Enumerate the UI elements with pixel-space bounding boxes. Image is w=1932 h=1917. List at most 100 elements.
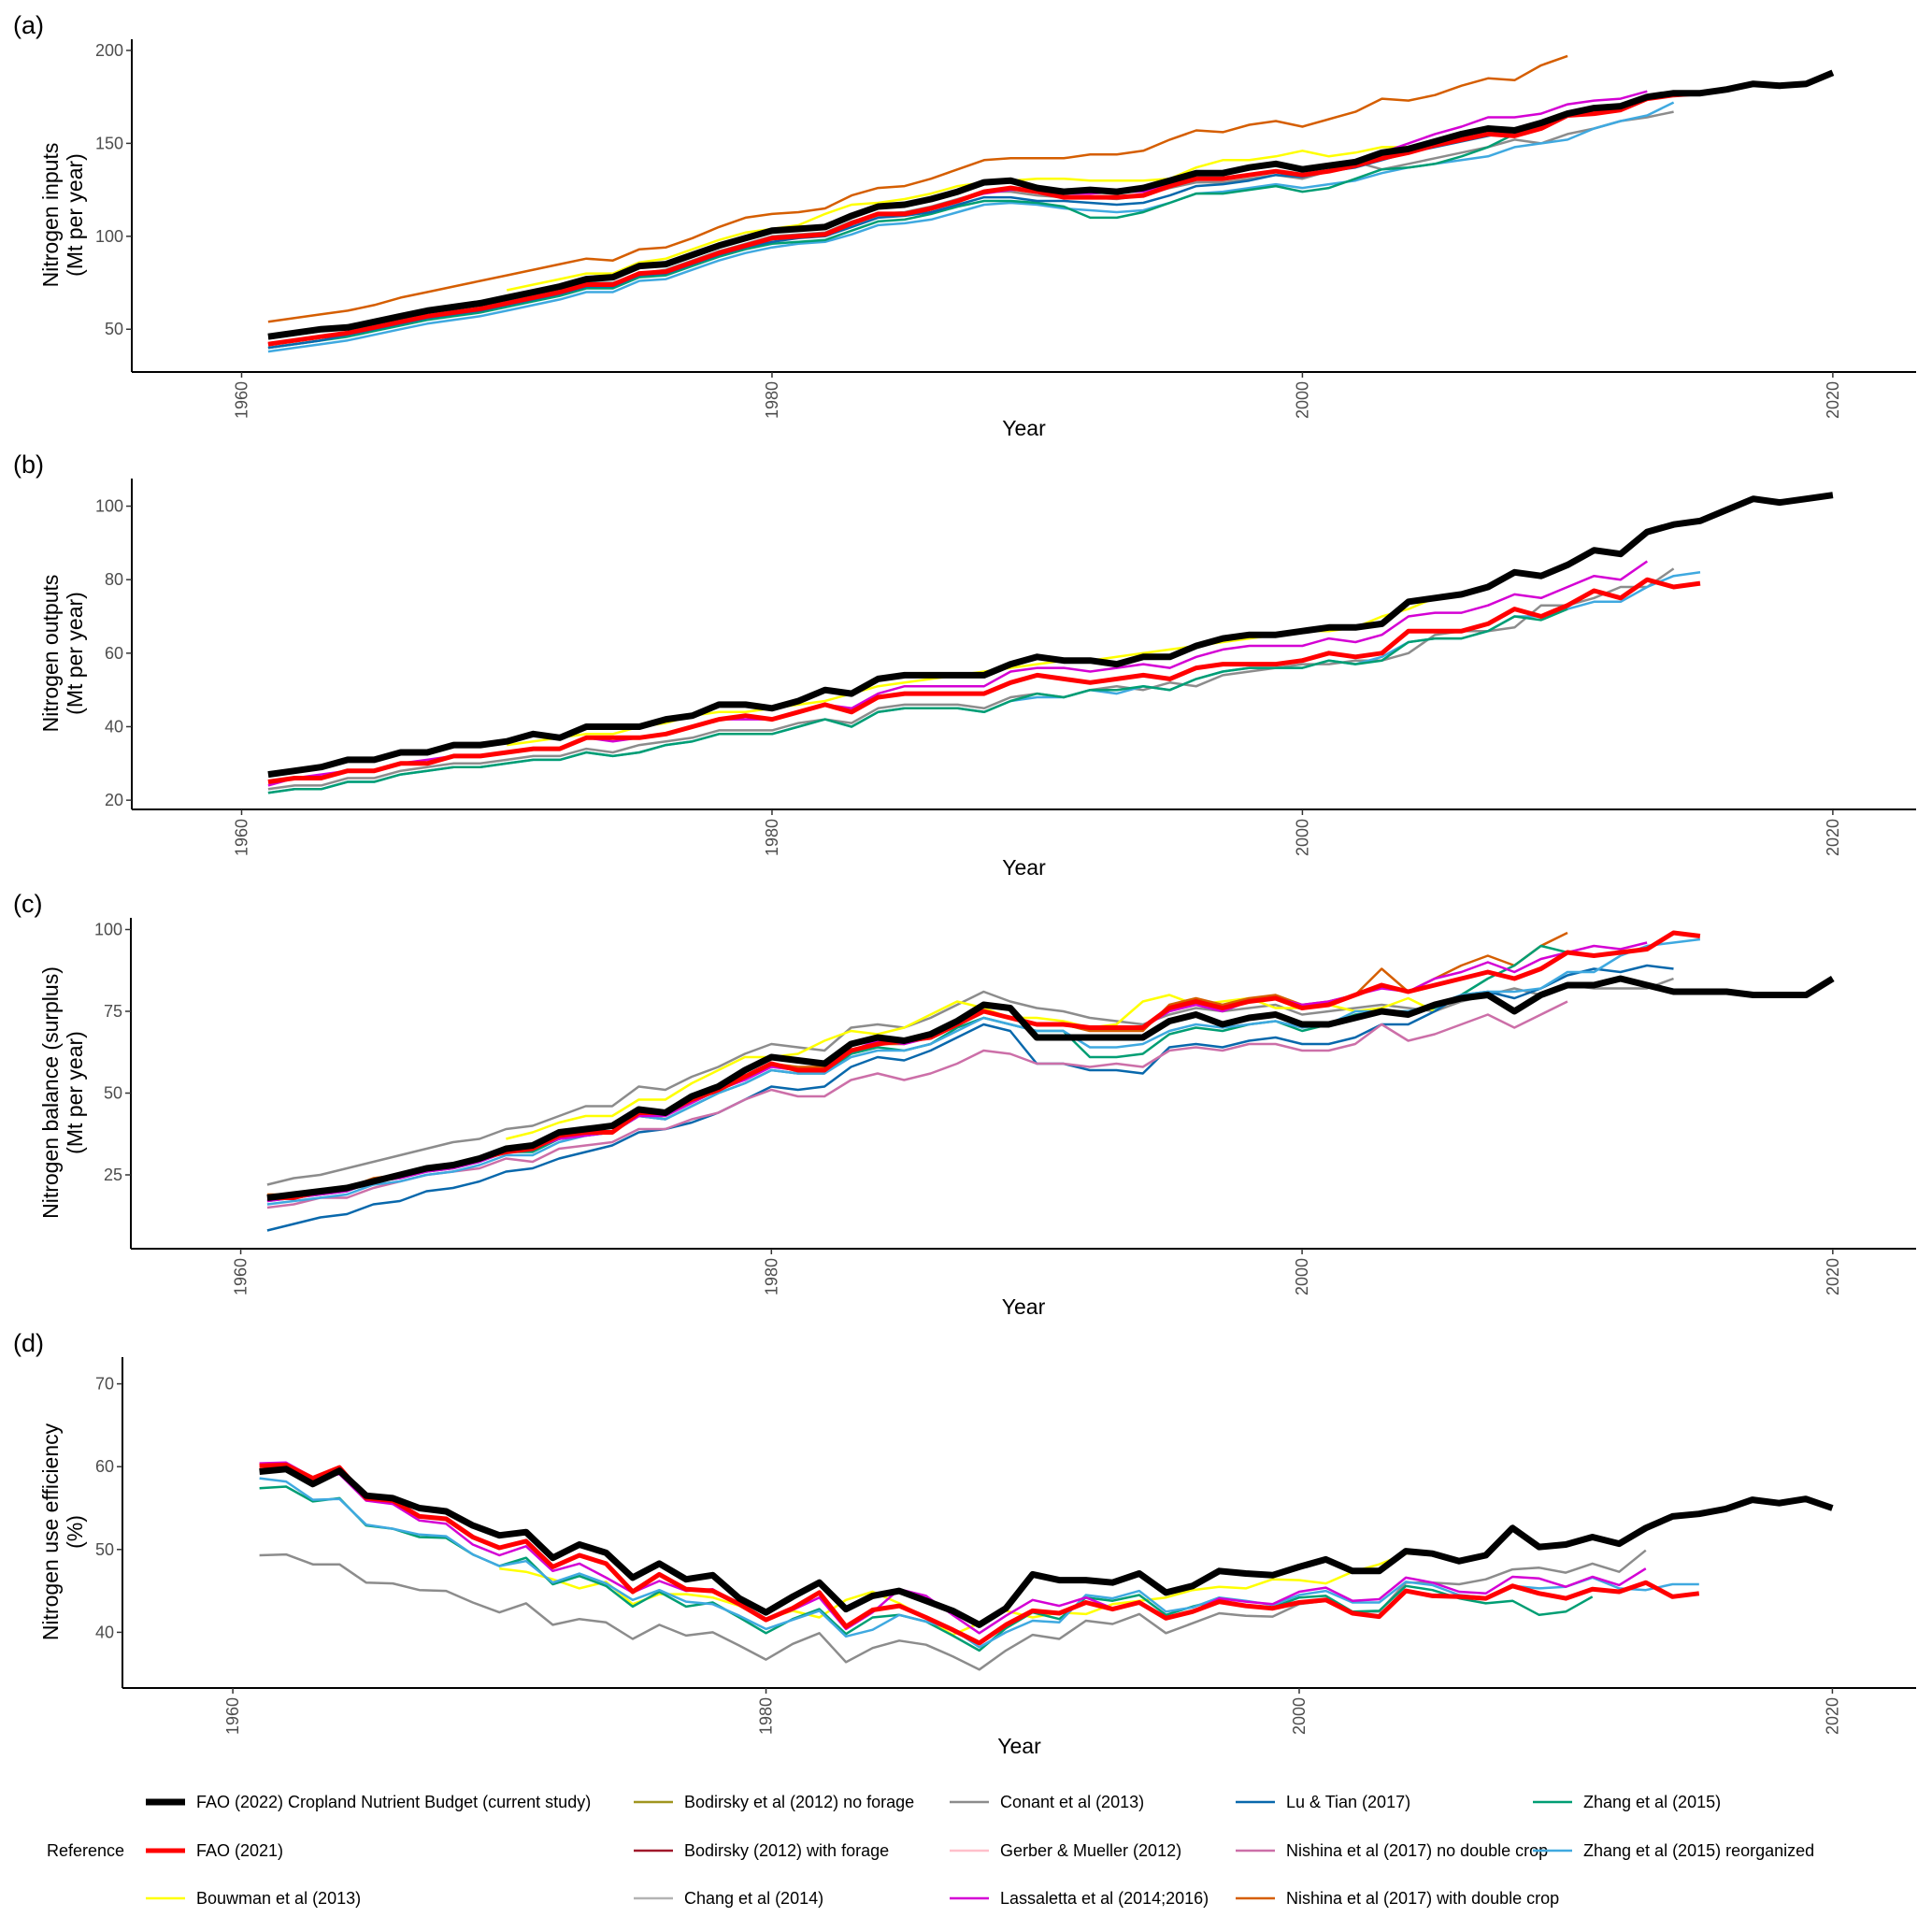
legend: Reference FAO (2022) Cropland Nutrient Bu…: [47, 1793, 1814, 1908]
x-tick-label: 2020: [1824, 1258, 1842, 1295]
x-tick-label: 1960: [232, 381, 250, 419]
legend-label: Bodirsky (2012) with forage: [684, 1841, 889, 1860]
series-line-fao-2021: [267, 577, 1701, 784]
legend-item: Zhang et al (2015): [1533, 1793, 1721, 1811]
legend-label: Conant et al (2013): [1000, 1793, 1144, 1811]
x-tick-label: 2000: [1293, 819, 1311, 856]
legend-label: Lu & Tian (2017): [1286, 1793, 1410, 1811]
x-tick-label: 2000: [1293, 381, 1311, 419]
x-tick-label: 1980: [762, 1258, 780, 1295]
x-axis-label: Year: [1002, 1295, 1046, 1319]
legend-item: Bodirsky (2012) with forage: [634, 1841, 889, 1860]
legend-item: Lassaletta et al (2014;2016): [950, 1889, 1209, 1908]
legend-label: Lassaletta et al (2014;2016): [1000, 1889, 1209, 1908]
legend-item: Nishina et al (2017) with double crop: [1236, 1889, 1559, 1908]
series-line-zhang-et-al-2015: [267, 608, 1568, 794]
y-tick-label: 40: [95, 1623, 114, 1641]
series-line-fao-2022-cropland-nutrient-budget-current-study: [267, 69, 1835, 340]
y-tick-label: 100: [95, 227, 123, 246]
series-line-bouwman-et-al-2013: [506, 994, 1436, 1140]
series-line-fao-2022-cropland-nutrient-budget-current-study: [266, 975, 1835, 1201]
x-axis-label: Year: [997, 1734, 1041, 1758]
y-tick-label: 100: [95, 497, 123, 516]
x-tick-label: 2000: [1293, 1258, 1311, 1295]
legend-label: Gerber & Mueller (2012): [1000, 1841, 1181, 1860]
panel-label: (a): [13, 11, 44, 39]
panel-label: (c): [13, 890, 42, 918]
x-tick-label: 1980: [763, 819, 781, 856]
x-axis-label: Year: [1002, 855, 1046, 880]
series-line-fao-2021: [259, 1462, 1700, 1646]
series-line-zhang-et-al-2015: [259, 1485, 1594, 1652]
y-axis-label: Nitrogen balance (surplus)(Mt per year): [38, 966, 87, 1219]
legend-label: Bouwman et al (2013): [196, 1889, 361, 1908]
legend-item: Conant et al (2013): [950, 1793, 1144, 1811]
y-axis-label: Nitrogen use efficiency(%): [38, 1423, 87, 1640]
legend-label: Bodirsky et al (2012) no forage: [684, 1793, 914, 1811]
series-line-nishina-et-al-2017-no-double-crop: [266, 1000, 1568, 1209]
y-tick-label: 50: [105, 320, 123, 338]
x-tick-label: 1960: [232, 819, 250, 856]
x-tick-label: 2020: [1824, 381, 1842, 419]
x-tick-label: 1980: [763, 381, 781, 419]
series-line-fao-2022-cropland-nutrient-budget-current-study: [267, 492, 1834, 779]
legend-label: Nishina et al (2017) no double crop: [1286, 1841, 1548, 1860]
series-line-fao-2022-cropland-nutrient-budget-current-study: [259, 1466, 1834, 1628]
x-axis-label: Year: [1002, 416, 1046, 440]
legend-label: FAO (2021): [196, 1841, 283, 1860]
legend-item: FAO (2022) Cropland Nutrient Budget (cur…: [146, 1793, 591, 1811]
x-tick-label: 1960: [223, 1697, 242, 1735]
y-tick-label: 70: [95, 1375, 114, 1394]
panel-label: (b): [13, 451, 44, 479]
panel-label: (d): [13, 1329, 44, 1357]
y-tick-label: 50: [95, 1540, 114, 1559]
legend-title: Reference: [47, 1841, 124, 1860]
panel-a: (a) 50 100 150 200 1960 1980 2000 2020 Year Nitrog…: [13, 11, 1916, 440]
series-line-fao-2021: [267, 91, 1701, 347]
panel-b: (b) 20 40 60 80 100 1960 1980 2000 2020 Year Nitrog…: [13, 451, 1916, 880]
series-line-lu-tian-2017: [266, 964, 1674, 1232]
y-tick-label: 60: [105, 644, 123, 663]
series-group: [267, 54, 1835, 353]
series-group: [259, 1461, 1834, 1671]
legend-item: Gerber & Mueller (2012): [950, 1841, 1181, 1860]
y-tick-label: 75: [104, 1002, 122, 1021]
legend-item: Zhang et al (2015) reorganized: [1533, 1841, 1814, 1860]
y-tick-label: 150: [95, 134, 123, 152]
series-line-lassaletta-et-al-2014-2016: [259, 1461, 1647, 1635]
legend-item: Chang et al (2014): [634, 1889, 823, 1908]
series-line-zhang-et-al-2015: [267, 108, 1595, 350]
y-tick-label: 60: [95, 1457, 114, 1476]
y-axis-label: Nitrogen outputs(Mt per year): [38, 575, 87, 733]
panel-c: (c) 25 50 75 100 1960 1980 2000 2020 Year Nitrogen…: [13, 890, 1916, 1319]
y-tick-label: 40: [105, 717, 123, 736]
x-tick-label: 1960: [232, 1258, 250, 1295]
legend-label: FAO (2022) Cropland Nutrient Budget (cur…: [196, 1793, 591, 1811]
y-axis-label: Nitrogen inputs(Mt per year): [38, 143, 87, 288]
x-tick-label: 2020: [1824, 819, 1842, 856]
legend-label: Chang et al (2014): [684, 1889, 823, 1908]
legend-item: Nishina et al (2017) no double crop: [1236, 1841, 1548, 1860]
y-tick-label: 25: [104, 1166, 122, 1184]
series-line-nishina-et-al-2017-with-double-crop: [266, 931, 1568, 1196]
legend-label: Zhang et al (2015): [1583, 1793, 1721, 1811]
y-tick-label: 80: [105, 570, 123, 589]
y-tick-label: 100: [94, 921, 122, 939]
legend-item: Bouwman et al (2013): [146, 1889, 361, 1908]
x-tick-label: 2000: [1290, 1697, 1309, 1735]
legend-item: FAO (2021): [146, 1841, 283, 1860]
series-group: [267, 492, 1834, 794]
series-line-conant-et-al-2013: [267, 567, 1675, 791]
y-tick-label: 20: [105, 791, 123, 809]
series-line-nishina-et-al-2017-with-double-crop: [267, 54, 1568, 323]
legend-item: Bodirsky et al (2012) no forage: [634, 1793, 914, 1811]
legend-item: Lu & Tian (2017): [1236, 1793, 1410, 1811]
legend-label: Nishina et al (2017) with double crop: [1286, 1889, 1559, 1908]
legend-label: Zhang et al (2015) reorganized: [1583, 1841, 1814, 1860]
series-line-bouwman-et-al-2013: [499, 1552, 1433, 1637]
panel-d: (d) 40 50 60 70 1960 1980 2000 2020 Year Nitrogen …: [13, 1329, 1916, 1758]
x-tick-label: 1980: [757, 1697, 776, 1735]
y-tick-label: 50: [104, 1084, 122, 1103]
series-group: [266, 930, 1835, 1232]
